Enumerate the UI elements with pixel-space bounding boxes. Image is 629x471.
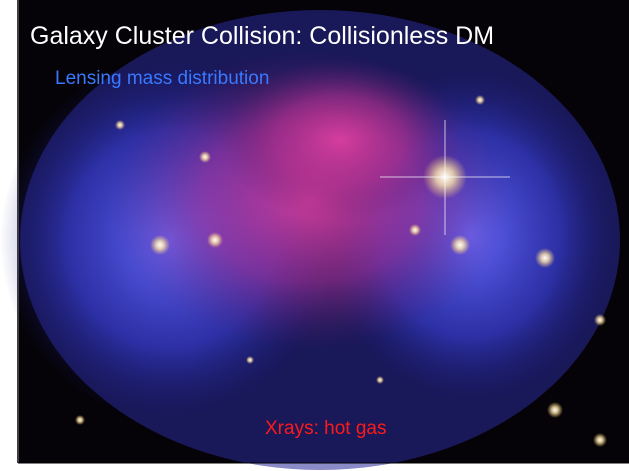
xrays-label: Xrays: hot gas xyxy=(265,418,386,439)
lensing-label: Lensing mass distribution xyxy=(55,68,269,89)
slide: Galaxy Cluster Collision: Collisionless … xyxy=(0,0,629,471)
slide-title: Galaxy Cluster Collision: Collisionless … xyxy=(30,22,494,50)
